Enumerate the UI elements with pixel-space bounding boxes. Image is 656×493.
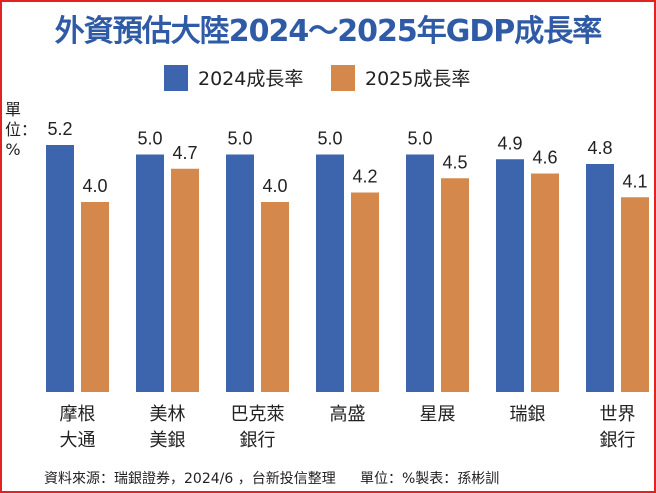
data-label: 4.0 [82,176,107,196]
data-label: 4.2 [352,167,377,187]
bar-2025成長率-4 [441,178,469,392]
data-label: 5.0 [317,129,342,149]
data-label: 4.9 [497,133,522,153]
data-label: 4.6 [532,148,557,168]
bar-2025成長率-1 [171,168,199,392]
x-tick-label: 大通 [60,430,96,451]
chart-title: 外資預估大陸2024～2025年GDP成長率 [54,14,603,49]
legend-swatch-2024 [164,64,188,91]
x-tick-label: 銀行 [600,430,636,451]
data-label: 4.7 [172,143,197,163]
x-tick-label: 星展 [420,404,456,425]
data-label: 5.2 [47,119,72,139]
legend-2024: 2024成長率 [164,64,303,91]
bar-2024成長率-3 [316,154,344,392]
bar-2024成長率-2 [226,154,254,392]
x-tick-label: 美銀 [150,430,186,451]
bar-2024成長率-6 [586,164,614,392]
x-tick-label: 高盛 [330,404,366,425]
x-tick-label: 銀行 [240,430,276,451]
bar-2025成長率-6 [621,197,649,392]
credit-note: 單位：%製表：孫彬訓 [360,471,500,487]
legend-swatch-2025 [331,64,355,91]
data-label: 4.5 [442,152,467,172]
x-tick-label: 巴克萊 [231,404,285,425]
bar-2024成長率-5 [496,159,524,392]
x-tick-label: 世界 [600,404,636,425]
bar-2024成長率-1 [136,154,164,392]
source-note: 資料來源：瑞銀證券，2024/6 ，台新投信整理 [44,471,336,487]
x-tick-label: 瑞銀 [510,404,546,425]
x-tick-label: 美林 [150,404,186,425]
data-label: 5.0 [227,129,252,149]
legend-label-2024: 2024成長率 [198,68,304,90]
data-label: 5.0 [137,129,162,149]
bar-2024成長率-4 [406,154,434,392]
data-label: 4.1 [622,171,647,191]
data-label: 5.0 [407,129,432,149]
x-tick-label: 摩根 [60,404,96,425]
bar-2025成長率-5 [531,173,559,392]
bar-2025成長率-3 [351,192,379,392]
legend-2025: 2025成長率 [331,64,470,91]
bar-2025成長率-2 [261,202,289,392]
bar-2025成長率-0 [81,202,109,392]
legend-label-2025: 2025成長率 [365,68,471,90]
data-label: 4.8 [587,138,612,158]
data-label: 4.0 [262,176,287,196]
bar-2024成長率-0 [46,145,74,392]
